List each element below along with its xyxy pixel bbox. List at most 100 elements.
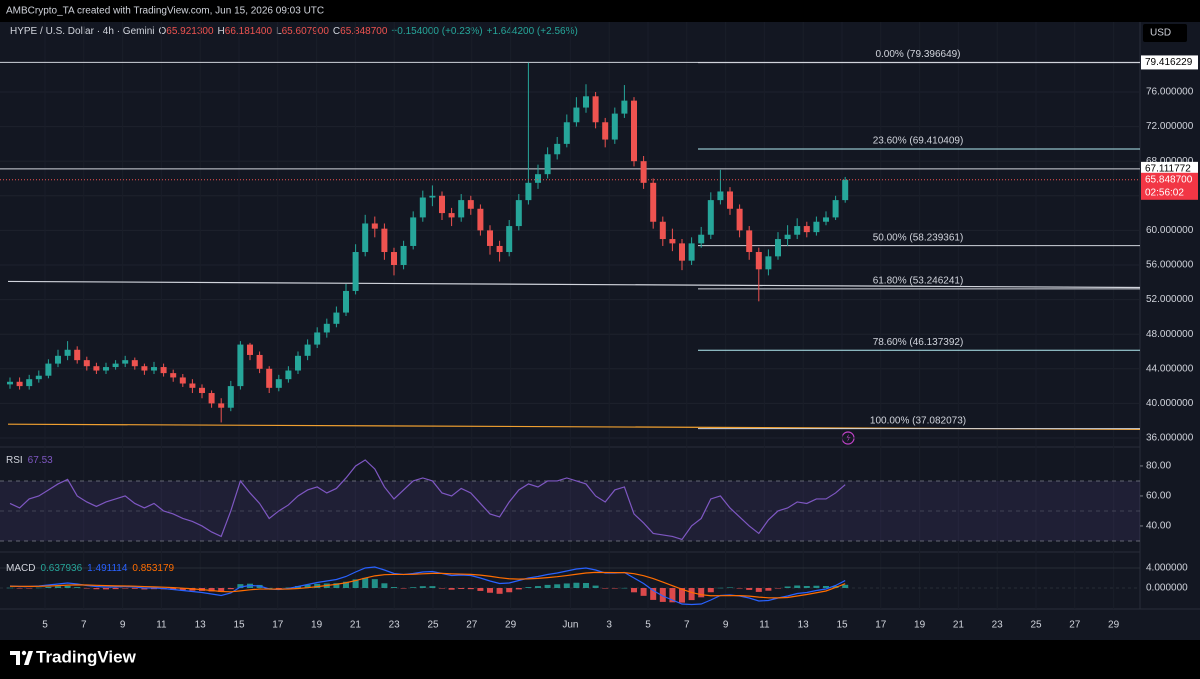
- candle-body: [391, 252, 397, 265]
- macd-histogram-bar: [141, 588, 148, 590]
- macd-histogram-bar: [688, 588, 695, 601]
- macd-histogram-bar: [275, 588, 282, 589]
- y-tick-label: 68.000000: [1146, 156, 1194, 167]
- macd-histogram-bar: [640, 588, 647, 596]
- macd-histogram-bar: [515, 588, 522, 590]
- macd-histogram-bar: [621, 587, 628, 589]
- watermark: AMBCrypto_TA created with TradingView.co…: [6, 6, 324, 17]
- ohlc-key: H: [218, 26, 225, 37]
- candle-body: [487, 230, 493, 246]
- macd-histogram-bar: [362, 577, 369, 588]
- x-tick-label: 29: [505, 620, 517, 631]
- y-tick-label: 40.000000: [1146, 398, 1194, 409]
- y-tick-label: 48.000000: [1146, 329, 1194, 340]
- macd-histogram-bar: [218, 588, 225, 592]
- ohlc-value: 65.921300: [166, 26, 214, 37]
- x-tick-label: 23: [992, 620, 1004, 631]
- x-tick-label: 21: [953, 620, 965, 631]
- macd-histogram-bar: [179, 588, 186, 591]
- candle-body: [823, 217, 829, 222]
- candle-body: [343, 290, 349, 313]
- candle-body: [775, 239, 781, 257]
- macd-histogram-bar: [74, 587, 81, 588]
- y-tick-label: 44.000000: [1146, 363, 1194, 374]
- candle-body: [765, 256, 772, 270]
- macd-histogram-bar: [679, 588, 685, 603]
- macd-histogram-bar: [112, 588, 119, 590]
- macd-histogram-bar: [611, 588, 618, 589]
- macd-tick-label: 4.000000: [1146, 563, 1188, 574]
- macd-histogram-bar: [448, 588, 455, 590]
- candle-body: [151, 367, 157, 371]
- macd-line: [9, 566, 846, 606]
- candle-body: [103, 367, 109, 371]
- candle-body: [35, 375, 42, 380]
- macd-histogram-bar: [506, 588, 513, 593]
- candle-body: [314, 332, 321, 345]
- candle-body: [429, 195, 436, 198]
- rsi-tick-label: 80.00: [1146, 461, 1171, 472]
- candle-body: [141, 366, 148, 371]
- x-tick-label: 21: [350, 620, 362, 631]
- candle-body: [400, 245, 407, 265]
- macd-histogram-bar: [458, 588, 465, 589]
- candle-body: [160, 367, 167, 374]
- candle-body: [679, 243, 685, 261]
- candle-body: [266, 368, 273, 388]
- macd-histogram-bar: [669, 588, 676, 603]
- candle-body: [179, 377, 186, 384]
- macd-line: [9, 571, 846, 599]
- macd-histogram-bar: [122, 588, 129, 589]
- macd-histogram-bar: [333, 583, 340, 588]
- last-price-label: 65.848700: [1145, 174, 1193, 185]
- ohlc-key: O: [158, 26, 166, 37]
- ohlc-key: L: [276, 26, 282, 37]
- macd-histogram-bar: [659, 588, 666, 602]
- macd-histogram-bar: [352, 579, 359, 588]
- macd-histogram-bar: [439, 588, 445, 589]
- y-tick-label: 56.000000: [1146, 260, 1194, 271]
- candle-body: [659, 221, 666, 240]
- symbol-header: HYPE / U.S. Dollar · 4h · Gemini O65.9213…: [10, 26, 578, 37]
- macd-histogram-bar: [775, 588, 781, 589]
- macd-histogram-bar: [314, 583, 321, 588]
- legend-entry: 1.491114: [87, 563, 128, 574]
- macd-histogram-bar: [544, 584, 551, 588]
- candle-body: [218, 403, 225, 408]
- candle-body: [112, 363, 119, 368]
- candle-body: [448, 213, 455, 218]
- candle-body: [362, 223, 369, 253]
- candle-body: [688, 243, 695, 261]
- candle-body: [842, 179, 849, 201]
- rsi-line: [9, 459, 846, 541]
- macd-histogram-bar: [573, 582, 580, 588]
- macd-histogram-bar: [477, 588, 484, 591]
- candle-body: [323, 323, 330, 333]
- candle-body: [7, 381, 13, 385]
- y-tick-label: 76.000000: [1146, 87, 1194, 98]
- candle-body: [45, 363, 52, 376]
- x-tick-label: 19: [311, 620, 323, 631]
- macd-histogram-bar: [727, 587, 733, 588]
- x-tick-label: 5: [645, 620, 651, 631]
- candle-body: [583, 96, 589, 108]
- macd-histogram-bar: [35, 587, 42, 589]
- macd-histogram-bar: [755, 588, 762, 592]
- candle-body: [131, 360, 138, 367]
- macd-histogram-bar: [823, 586, 829, 588]
- macd-histogram-bar: [410, 587, 417, 588]
- macd-histogram-bar: [419, 586, 426, 588]
- rsi-tick-label: 40.00: [1146, 521, 1171, 532]
- change: +0.154000 (+0.23%): [391, 26, 482, 37]
- x-tick-label: 9: [723, 620, 729, 631]
- macd-histogram-bar: [237, 584, 244, 588]
- candle-body: [333, 312, 340, 324]
- candle-body: [727, 191, 733, 209]
- candle-body: [352, 252, 359, 291]
- x-tick-label: 3: [606, 620, 612, 631]
- candle-body: [573, 107, 580, 123]
- macd-histogram-bar: [794, 585, 801, 588]
- y-tick-label: 36.000000: [1146, 433, 1194, 444]
- candle-body: [199, 387, 205, 394]
